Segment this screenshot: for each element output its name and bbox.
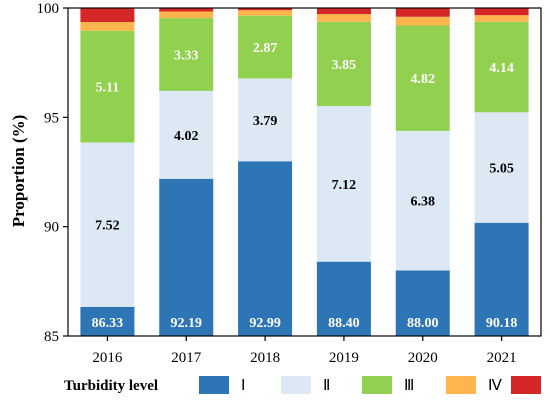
bar-segment-2019-level-3 <box>316 21 371 106</box>
data-label-2021-level-1: 90.18 <box>486 316 518 331</box>
bar-segment-2018-level-2 <box>238 78 293 162</box>
bar-segment-2018-level-1 <box>238 161 293 336</box>
bar-segment-2019-level-1 <box>316 261 371 336</box>
data-label-2016-level-2: 7.52 <box>95 219 120 234</box>
bar-segment-2016-level-1 <box>80 306 135 336</box>
legend-swatch-level-4 <box>446 376 476 394</box>
data-label-2021-level-3: 4.14 <box>489 61 514 76</box>
data-label-2021-level-2: 5.05 <box>489 162 514 177</box>
bar-segment-2018-level-4 <box>238 10 293 16</box>
y-tick-label: 90 <box>44 220 59 236</box>
bar-segment-2016-level-2 <box>80 142 135 307</box>
bar-segment-2017-level-4 <box>159 11 214 19</box>
bars-layer <box>80 8 529 336</box>
data-label-2020-level-3: 4.82 <box>411 72 436 87</box>
bar-segment-2019-level-2 <box>316 105 371 262</box>
bar-segment-2020-level-3 <box>395 25 450 131</box>
bar-segment-2021-level-4 <box>474 15 529 22</box>
legend-label-level-4: Ⅳ <box>488 378 502 394</box>
data-label-2020-level-1: 88.00 <box>407 316 439 331</box>
y-tick-label: 95 <box>44 110 59 126</box>
y-axis-ticks: 85 90 95 100 <box>37 1 68 345</box>
bar-segment-2021-level-3 <box>474 21 529 113</box>
x-axis-ticks: 2016 2017 2018 2019 2020 2021 <box>92 336 517 366</box>
legend-label-level-2: Ⅱ <box>323 378 330 394</box>
x-tick-label: 2019 <box>329 350 359 366</box>
legend-swatch-level-2 <box>281 376 311 394</box>
x-tick-label: 2018 <box>250 350 280 366</box>
legend-title: Turbidity level <box>64 378 158 394</box>
bar-segment-2016-level-4 <box>80 21 135 31</box>
legend-label-level-3: Ⅲ <box>404 378 414 394</box>
x-tick-label: 2017 <box>171 350 202 366</box>
x-tick-label: 2021 <box>487 350 517 366</box>
y-axis-title: Proportion (%) <box>9 115 28 228</box>
bar-segment-2020-level-5 <box>395 8 450 17</box>
data-label-2017-level-2: 4.02 <box>174 129 199 144</box>
data-label-2018-level-3: 2.87 <box>253 41 278 56</box>
bar-segment-2018-level-3 <box>238 15 293 79</box>
data-labels-layer: 86.33 7.52 5.11 92.19 4.02 3.33 92.99 3.79 2.87 8… <box>92 41 518 331</box>
y-tick-label: 100 <box>37 1 60 17</box>
x-tick-label: 2020 <box>408 350 438 366</box>
bar-segment-2017-level-1 <box>159 178 214 336</box>
data-label-2016-level-3: 5.11 <box>96 81 120 96</box>
bar-segment-2016-level-5 <box>80 8 135 22</box>
bar-segment-2017-level-2 <box>159 90 214 179</box>
bar-segment-2021-level-5 <box>474 8 529 16</box>
bar-segment-2017-level-5 <box>159 8 214 12</box>
bar-segment-2021-level-1 <box>474 222 529 336</box>
bar-segment-2020-level-2 <box>395 130 450 271</box>
data-label-2016-level-1: 86.33 <box>92 316 124 331</box>
bar-segment-2019-level-5 <box>316 8 371 15</box>
data-label-2020-level-2: 6.38 <box>411 195 436 210</box>
legend-swatch-level-5 <box>511 376 541 394</box>
legend-label-level-1: Ⅰ <box>241 378 245 394</box>
bar-segment-2017-level-3 <box>159 18 214 91</box>
data-label-2018-level-1: 92.99 <box>249 316 281 331</box>
bar-segment-2021-level-2 <box>474 112 529 223</box>
bar-segment-2019-level-4 <box>316 14 371 22</box>
axes-layer <box>67 7 542 337</box>
data-label-2019-level-2: 7.12 <box>332 178 357 193</box>
data-label-2017-level-3: 3.33 <box>174 48 199 63</box>
legend-swatch-level-3 <box>362 376 392 394</box>
data-label-2019-level-1: 88.40 <box>328 316 360 331</box>
bar-segment-2020-level-1 <box>395 270 450 336</box>
legend: Turbidity level ⅠⅡⅢⅣⅤ <box>64 376 541 394</box>
data-label-2017-level-1: 92.19 <box>171 316 203 331</box>
data-label-2019-level-3: 3.85 <box>332 58 357 73</box>
bar-segment-2018-level-5 <box>238 8 293 11</box>
legend-swatch-level-1 <box>199 376 229 394</box>
plot-frame <box>67 7 542 337</box>
y-tick-label: 85 <box>44 329 59 345</box>
data-label-2018-level-2: 3.79 <box>253 114 278 129</box>
bar-segment-2016-level-3 <box>80 30 135 143</box>
bar-segment-2020-level-4 <box>395 16 450 26</box>
x-tick-label: 2016 <box>92 350 123 366</box>
